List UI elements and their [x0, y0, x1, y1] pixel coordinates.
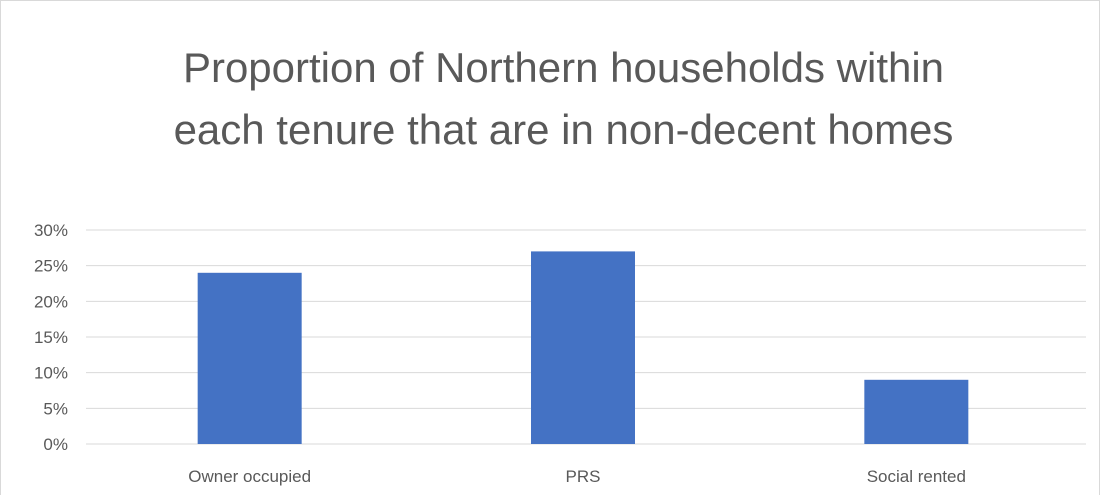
y-tick-label: 25%: [34, 257, 68, 276]
y-tick-label: 20%: [34, 292, 68, 311]
bar-prs: [531, 251, 635, 444]
x-category-label: Owner occupied: [188, 467, 311, 486]
y-tick-label: 5%: [43, 399, 68, 418]
x-category-label: PRS: [566, 467, 601, 486]
y-tick-label: 10%: [34, 364, 68, 383]
y-tick-label: 0%: [43, 435, 68, 454]
bar-owner-occupied: [197, 272, 302, 444]
x-category-label: Social rented: [867, 467, 966, 486]
chart-title-line-2: each tenure that are in non-decent homes: [173, 106, 954, 153]
chart-title: Proportion of Northern households within…: [1, 37, 1100, 161]
bar-social-rented: [864, 379, 969, 444]
y-tick-label: 30%: [34, 221, 68, 240]
y-tick-label: 15%: [34, 328, 68, 347]
chart-title-line-1: Proportion of Northern households within: [182, 44, 945, 91]
